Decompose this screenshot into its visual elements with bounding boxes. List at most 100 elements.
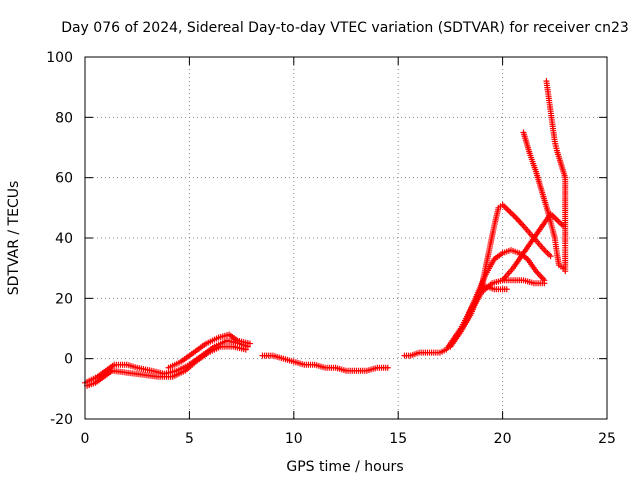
data-point — [482, 271, 489, 278]
data-point — [553, 147, 560, 154]
x-axis-label: GPS time / hours — [286, 459, 403, 475]
data-point — [311, 361, 318, 368]
y-tick-label: 80 — [55, 110, 73, 126]
x-tick-label: 5 — [185, 431, 194, 447]
x-tick-label: 0 — [81, 431, 90, 447]
data-point — [533, 268, 540, 275]
data-point — [269, 352, 276, 359]
data-point — [447, 343, 454, 350]
data-point — [499, 277, 506, 284]
data-point — [553, 216, 560, 223]
data-point — [384, 364, 391, 371]
chart-title: Day 076 of 2024, Sidereal Day-to-day VTE… — [61, 20, 629, 36]
data-point — [549, 123, 556, 130]
series-track-d — [261, 352, 389, 374]
data-point — [547, 108, 554, 115]
data-point — [223, 337, 230, 344]
y-axis-label: SDTVAR / TECUs — [6, 181, 22, 296]
data-point — [533, 168, 540, 175]
data-point — [234, 337, 241, 344]
y-tick-label: 100 — [46, 50, 73, 66]
data-point — [497, 286, 504, 293]
data-point — [182, 367, 189, 374]
data-point — [539, 189, 546, 196]
data-point — [468, 307, 475, 314]
data-point — [343, 367, 349, 374]
data-point — [416, 349, 423, 356]
data-point — [134, 364, 141, 371]
data-point — [510, 265, 517, 272]
data-point — [520, 222, 527, 229]
data-point — [109, 367, 116, 374]
y-tick-label: 0 — [64, 352, 73, 368]
data-point — [524, 256, 531, 263]
data-point — [203, 340, 210, 347]
x-tick-label: 20 — [494, 431, 512, 447]
data-point — [520, 250, 527, 257]
data-point — [457, 328, 464, 335]
axis-ticks: 0 5 10 15 20 25 -20 0 20 40 60 80 100 — [46, 50, 616, 447]
data-point — [407, 352, 414, 359]
data-point — [123, 361, 130, 368]
y-tick-label: 40 — [55, 231, 73, 247]
data-point — [484, 253, 491, 260]
x-tick-label: 15 — [389, 431, 407, 447]
data-point — [242, 346, 249, 353]
series-track-c — [167, 332, 251, 370]
data-point — [562, 238, 569, 245]
data-point — [215, 334, 222, 341]
data-point — [230, 343, 237, 350]
y-tick-label: -20 — [50, 412, 73, 428]
data-point — [332, 364, 339, 371]
data-point — [545, 210, 552, 217]
data-point — [100, 373, 107, 380]
data-point — [148, 367, 155, 374]
data-point — [541, 247, 548, 254]
data-point — [462, 319, 469, 326]
data-point — [111, 361, 118, 368]
data-point — [551, 235, 558, 241]
data-point — [507, 247, 514, 254]
data-point — [246, 340, 253, 347]
data-point — [178, 358, 185, 365]
data-point — [374, 364, 381, 371]
data-point — [426, 349, 433, 356]
data-point — [562, 247, 569, 254]
data-point — [436, 349, 443, 356]
data-point — [155, 373, 162, 380]
data-point — [543, 78, 550, 85]
data-point — [551, 138, 558, 145]
grid-lines — [85, 57, 607, 419]
data-point — [503, 286, 510, 293]
y-tick-label: 20 — [55, 291, 73, 307]
data-point — [363, 367, 370, 374]
data-point — [553, 250, 560, 257]
data-point — [530, 280, 537, 287]
data-point — [478, 289, 485, 296]
data-point — [520, 129, 527, 136]
data-point — [190, 349, 197, 356]
data-point — [259, 352, 266, 359]
data-point — [443, 346, 450, 353]
data-point — [491, 222, 498, 229]
data-point — [165, 364, 172, 371]
data-point — [499, 250, 506, 257]
data-point — [192, 358, 199, 365]
data-point — [510, 277, 517, 284]
data-point — [495, 204, 502, 211]
data-point — [489, 280, 496, 287]
data-point — [169, 373, 176, 380]
data-point — [520, 277, 527, 284]
data-point — [530, 235, 537, 241]
data-point — [547, 253, 554, 260]
data-point — [205, 349, 212, 356]
data-point — [280, 355, 287, 362]
data-point — [526, 150, 533, 157]
data-point — [226, 331, 233, 338]
data-points — [82, 78, 569, 389]
data-point — [92, 379, 99, 386]
data-point — [555, 262, 562, 269]
data-point — [353, 367, 360, 374]
data-point — [562, 268, 569, 275]
data-point — [512, 213, 519, 220]
